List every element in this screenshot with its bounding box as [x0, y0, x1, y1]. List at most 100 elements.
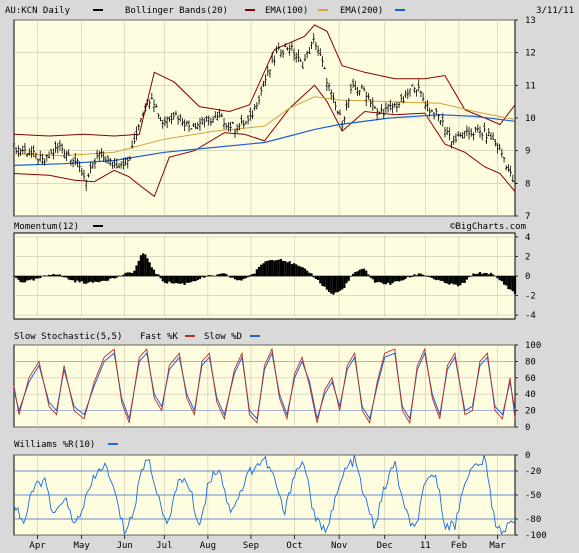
price-bar [415, 89, 418, 97]
price-bar [386, 103, 390, 113]
momentum-bar [349, 276, 353, 277]
price-bar [323, 66, 326, 70]
momentum-bar [481, 273, 484, 277]
price-bar [511, 174, 515, 183]
price-bar [168, 116, 171, 122]
momentum-bar [356, 271, 359, 277]
price-bar [483, 122, 486, 133]
stochastic-legend-swatch-fastk [185, 335, 195, 337]
price-bar [67, 149, 70, 157]
momentum-bar [275, 260, 278, 277]
momentum-bar [36, 276, 40, 279]
ytick-label-price-4: 9 [525, 147, 530, 157]
momentum-bar [288, 261, 291, 277]
price-bar [347, 98, 350, 109]
momentum-bar [472, 273, 475, 277]
momentum-bar [102, 276, 105, 281]
price-bar [209, 117, 213, 126]
momentum-bar [98, 276, 101, 283]
momentum-bar [69, 276, 72, 281]
price-bar [432, 112, 436, 120]
price-bar [450, 141, 453, 149]
price-bar [391, 103, 394, 114]
month-label-0: Apr [29, 541, 46, 551]
price-bar [148, 99, 151, 110]
price-bar [367, 93, 370, 100]
price-bar [240, 115, 243, 125]
month-label-6: Oct [286, 541, 302, 551]
momentum-bar [89, 276, 92, 282]
price-bar [122, 157, 125, 170]
price-bar [163, 116, 167, 126]
price-bar [174, 110, 178, 116]
momentum-bar [476, 273, 479, 277]
price-bar [505, 165, 508, 171]
price-bar [87, 173, 90, 178]
price-bar [39, 150, 42, 162]
momentum-bar [93, 276, 97, 282]
stochastic-legend-swatch-slowd [250, 335, 260, 337]
momentum-bar [389, 276, 392, 285]
price-bar [56, 143, 59, 154]
momentum-bar [187, 276, 191, 283]
momentum-bar [371, 276, 374, 280]
momentum-bar [201, 276, 204, 278]
price-bar [36, 158, 40, 165]
month-label-7: Nov [331, 541, 347, 551]
watermark: ©BigCharts.com [450, 222, 526, 232]
momentum-bar [39, 276, 42, 279]
momentum-bar [34, 276, 37, 279]
price-bar [28, 148, 31, 156]
price-bar [203, 117, 206, 128]
price-bar [373, 106, 377, 110]
momentum-bar [437, 276, 440, 280]
momentum-bar [463, 276, 466, 283]
momentum-bar [71, 276, 75, 281]
price-bar [273, 55, 276, 66]
price-legend-bollinger: Bollinger Bands(20) [125, 6, 228, 16]
momentum-bar [131, 273, 134, 277]
price-bar [270, 51, 274, 64]
ytick-label-wil-4: -100 [525, 531, 547, 541]
price-bar [130, 140, 134, 149]
price-bar [139, 117, 143, 123]
momentum-bar [61, 276, 64, 277]
price-bar [23, 142, 27, 155]
price-bar [181, 117, 184, 127]
momentum-bar [128, 272, 132, 277]
momentum-bar [317, 276, 320, 281]
momentum-bar [505, 276, 508, 286]
ytick-label-price-6: 7 [525, 212, 530, 222]
price-bar [295, 52, 298, 63]
momentum-bar [279, 258, 283, 277]
momentum-bar [404, 276, 407, 279]
momentum-bar [343, 276, 346, 289]
price-bar [408, 88, 412, 97]
momentum-bar [500, 276, 503, 282]
price-bar [290, 41, 294, 52]
price-bar [155, 103, 158, 108]
momentum-bar [489, 272, 493, 277]
momentum-bar [109, 276, 112, 279]
price-bar [115, 158, 119, 169]
ytick-label-price-1: 12 [525, 49, 536, 59]
momentum-bar [428, 276, 431, 278]
price-bar [198, 117, 202, 132]
momentum-bar [336, 276, 339, 293]
price-bar [93, 158, 97, 169]
momentum-bar [338, 276, 342, 291]
month-label-5: Sep [243, 541, 259, 551]
price-bar [480, 132, 484, 141]
price-bar [104, 156, 108, 164]
price-bar [365, 91, 368, 106]
month-label-9: 11 [420, 541, 431, 551]
price-yaxis: 13 12 11 10 9 8 7 [515, 16, 536, 222]
price-bar [194, 123, 197, 130]
month-label-11: Mar [489, 541, 506, 551]
momentum-bar [376, 276, 379, 283]
price-bar [476, 124, 480, 133]
momentum-bar [319, 276, 322, 284]
price-bands [13, 24, 516, 198]
bollinger-upper-line [13, 24, 516, 137]
price-bar [111, 161, 114, 169]
